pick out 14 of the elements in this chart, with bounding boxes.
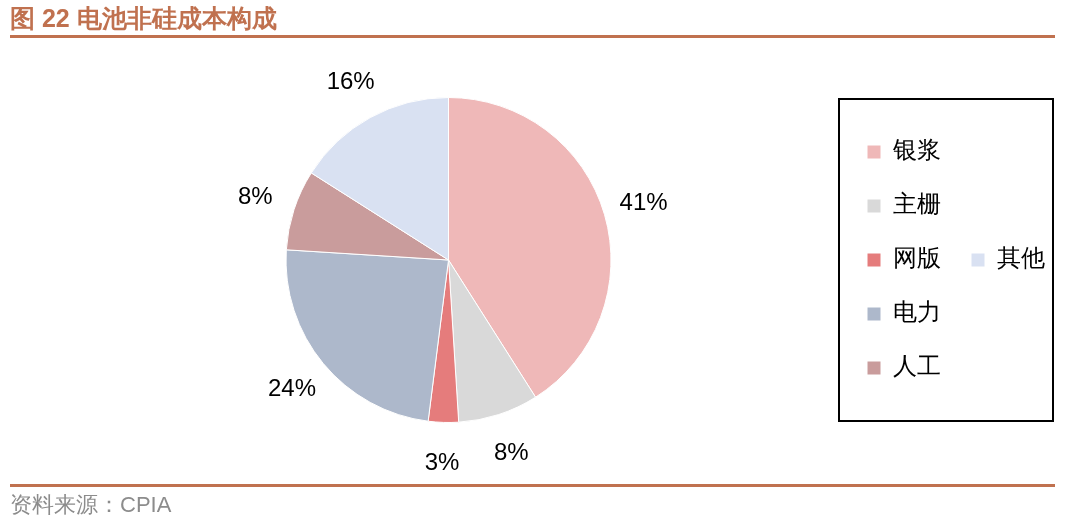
data-label: 16% [326,66,375,94]
data-label: 3% [424,447,460,475]
legend-label: 网版 [893,244,941,273]
chart-title: 图 22 电池非硅成本构成 [10,3,277,34]
legend-label: 电力 [893,298,941,327]
data-label: 41% [619,187,668,215]
text: 资料来源：CPIA [10,491,172,519]
data-label: 8% [237,181,273,209]
data-label: 8% [493,437,529,465]
data-label: 24% [267,374,317,402]
legend-label: 其他 [997,244,1045,273]
legend-label: 银浆 [892,136,941,165]
legend-label: 人工 [893,352,941,381]
legend-label: 主栅 [893,190,941,219]
